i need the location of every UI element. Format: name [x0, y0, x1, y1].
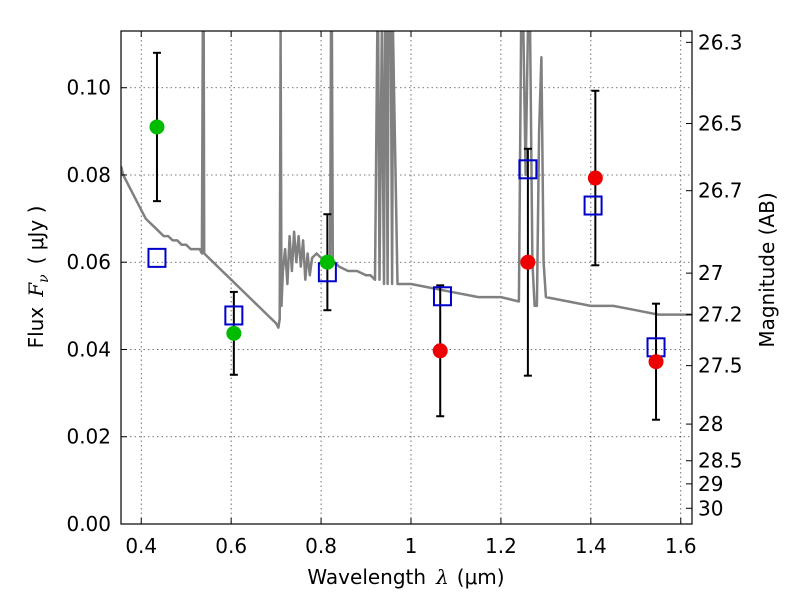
y-tick-label: 0.10	[66, 76, 111, 100]
x-tick-label: 0.6	[215, 534, 247, 558]
plot-frame	[120, 30, 693, 525]
x-tick-label: 0.4	[125, 534, 157, 558]
data-points	[149, 119, 664, 370]
y2-tick-label: 26.3	[698, 30, 743, 54]
y2-axis-label: Magnitude (AB)	[755, 192, 779, 347]
red-data-point	[587, 170, 603, 186]
y2-tick-label: 29	[698, 472, 723, 496]
x-tick-label: 1.2	[485, 534, 517, 558]
y-tick-label: 0.04	[66, 337, 111, 361]
model-squares	[147, 159, 666, 358]
x-axis-label: Wavelength λ (μm)	[307, 565, 504, 589]
model-square	[583, 195, 603, 216]
y2-tick-label: 28	[698, 412, 723, 436]
y2-tick-label: 26.5	[698, 111, 743, 135]
template-spectrum	[121, 31, 692, 329]
x-axis-label-symbol: λ	[435, 565, 449, 589]
errorbars	[152, 51, 661, 421]
grid-lines	[121, 31, 692, 525]
y2-tick-label: 27.2	[698, 303, 743, 327]
y-tick-label: 0.02	[66, 425, 111, 449]
x-tick-label: 1.6	[665, 534, 697, 558]
y-tick-label: 0.06	[66, 250, 111, 274]
y-axis-label-subscript: ν	[36, 274, 52, 283]
green-data-point	[149, 119, 165, 135]
y2-tick-label: 27	[698, 261, 723, 285]
y2-tick-label: 30	[698, 496, 723, 520]
x-tick-label: 1.4	[575, 534, 607, 558]
y-axis-label-symbol: F	[24, 282, 48, 298]
y-axis-label: Flux Fν ( μJy )	[24, 206, 52, 349]
template-spectrum-line	[121, 31, 692, 329]
y2-tick-label: 28.5	[698, 449, 743, 473]
y-tick-label: 0.00	[66, 512, 111, 536]
y2-tick-label: 26.7	[698, 179, 743, 203]
x-axis-label-prefix: Wavelength	[307, 565, 426, 589]
y-tick-label: 0.08	[66, 163, 111, 187]
red-data-point	[648, 354, 664, 370]
x-tick-label: 0.8	[305, 534, 337, 558]
model-square	[432, 286, 452, 307]
x-axis-label-unit: (μm)	[457, 565, 505, 589]
axis-ticks: 0.4 0.6 0.8 1 1.2 1.4 1.6 0.00 0.02 0.04 0.06 0.08 0…	[66, 30, 742, 558]
green-data-point	[226, 325, 242, 341]
y-axis-label-prefix: Flux	[24, 307, 48, 349]
model-square	[224, 305, 244, 326]
model-square	[518, 159, 538, 180]
y2-tick-label: 27.5	[698, 354, 743, 378]
x-tick-label: 1	[405, 534, 418, 558]
model-square	[147, 247, 167, 268]
y-axis-label-unit: ( μJy )	[24, 206, 48, 265]
green-data-point	[319, 254, 335, 270]
red-data-point	[520, 254, 536, 270]
red-data-point	[432, 343, 448, 359]
